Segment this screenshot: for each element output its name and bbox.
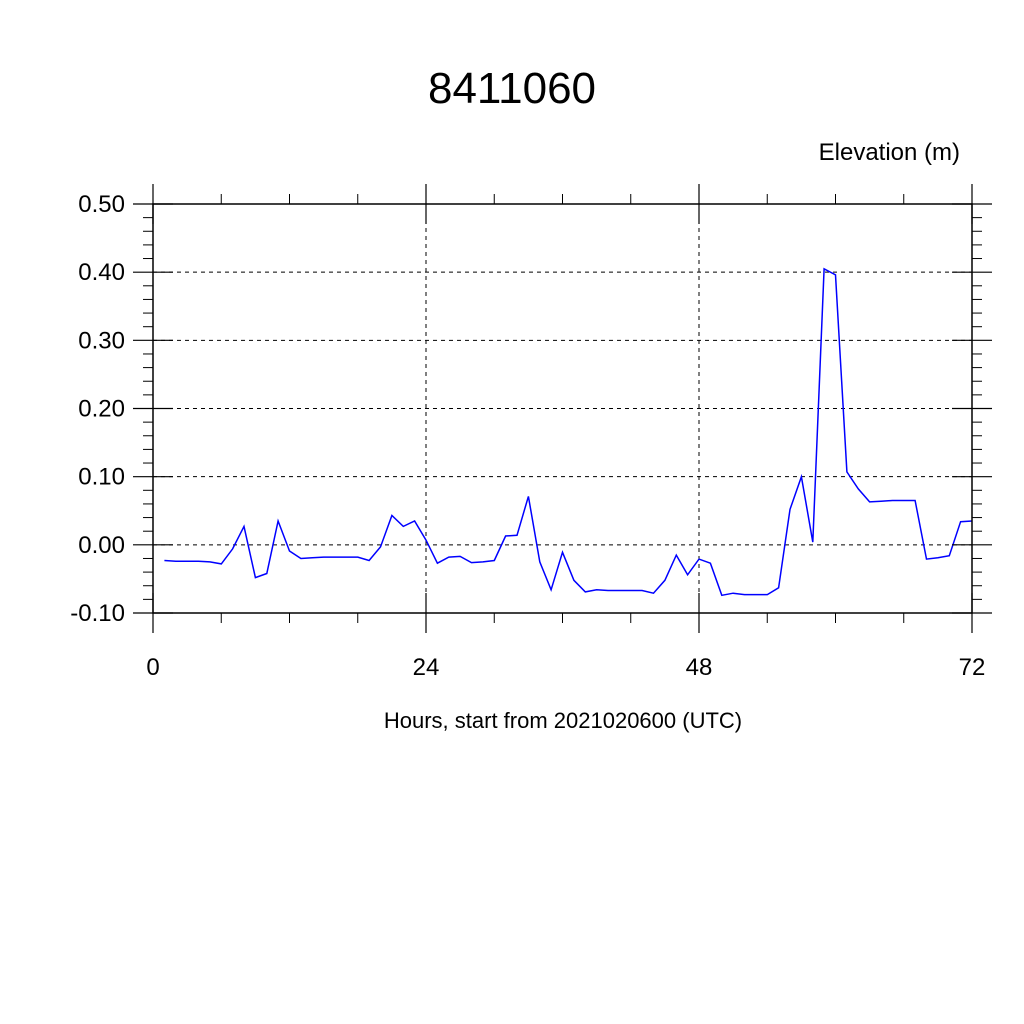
y-axis-label: Elevation (m) — [818, 139, 960, 166]
x-tick-label: 48 — [686, 654, 713, 681]
series-line-elevation — [164, 267, 973, 597]
x-tick-label: 0 — [146, 654, 159, 681]
x-tick-label: 72 — [959, 654, 986, 681]
y-tick-label: 0.50 — [78, 191, 125, 218]
y-tick-label: 0.00 — [78, 532, 125, 559]
y-tick-label: 0.40 — [78, 259, 125, 286]
y-tick-label: 0.30 — [78, 327, 125, 354]
chart-title: 8411060 — [427, 64, 597, 113]
tick-labels: -0.10 0.00 0.10 0.20 0.30 0.40 0.50 0 24 48 72 — [70, 191, 985, 681]
y-tick-label: 0.20 — [78, 396, 125, 423]
y-tick-label: -0.10 — [70, 600, 125, 627]
series-layer — [164, 267, 973, 597]
y-tick-label: 0.10 — [78, 464, 125, 491]
x-tick-label: 24 — [413, 654, 440, 681]
x-axis-label: Hours, start from 2021020600 (UTC) — [383, 708, 743, 733]
axes — [133, 184, 992, 633]
